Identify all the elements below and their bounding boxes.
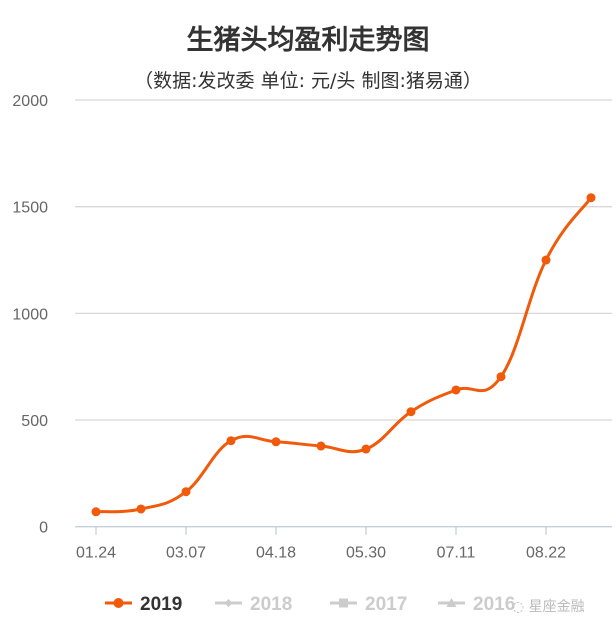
x-tick-label: 01.24 [76, 545, 116, 562]
y-tick-label: 1000 [12, 306, 48, 323]
legend-diamond-icon [224, 599, 233, 607]
x-tick-label: 08.22 [526, 545, 566, 562]
y-tick-label: 0 [39, 520, 48, 537]
data-point [586, 193, 596, 203]
watermark: ◌ 星座金融 [512, 599, 585, 615]
x-tick-label: 03.07 [166, 545, 206, 562]
data-point [406, 407, 416, 417]
data-point [181, 487, 191, 497]
watermark-text: 星座金融 [528, 599, 585, 615]
y-tick-label: 2000 [12, 93, 48, 110]
x-tick-label: 07.11 [437, 545, 476, 562]
chart-subtitle: （数据:发改委 单位: 元/头 制图:猪易通） [134, 70, 482, 92]
legend-circle-icon [113, 598, 124, 608]
chart-title: 生猪头均盈利走势图 [186, 25, 430, 56]
legend-item-2019[interactable]: 2019 [140, 594, 182, 615]
x-tick-label: 04.18 [256, 545, 296, 562]
y-tick-label: 500 [21, 413, 48, 430]
series-line-2019 [95, 196, 593, 514]
legend-item-2017[interactable]: 2017 [365, 594, 407, 615]
data-point [91, 507, 101, 517]
data-point [136, 504, 146, 514]
legend-square-icon [339, 598, 348, 608]
data-point [361, 444, 371, 454]
data-point [496, 372, 506, 382]
data-point [541, 255, 551, 265]
data-point [271, 437, 281, 447]
legend-triangle-icon [446, 598, 457, 607]
data-point [226, 436, 236, 446]
legend-item-2016[interactable]: 2016 [473, 594, 515, 615]
data-point [316, 441, 326, 451]
y-tick-label: 1500 [12, 200, 48, 217]
legend-item-2018[interactable]: 2018 [250, 594, 292, 615]
data-point [451, 385, 461, 395]
x-tick-label: 05.30 [346, 545, 386, 562]
